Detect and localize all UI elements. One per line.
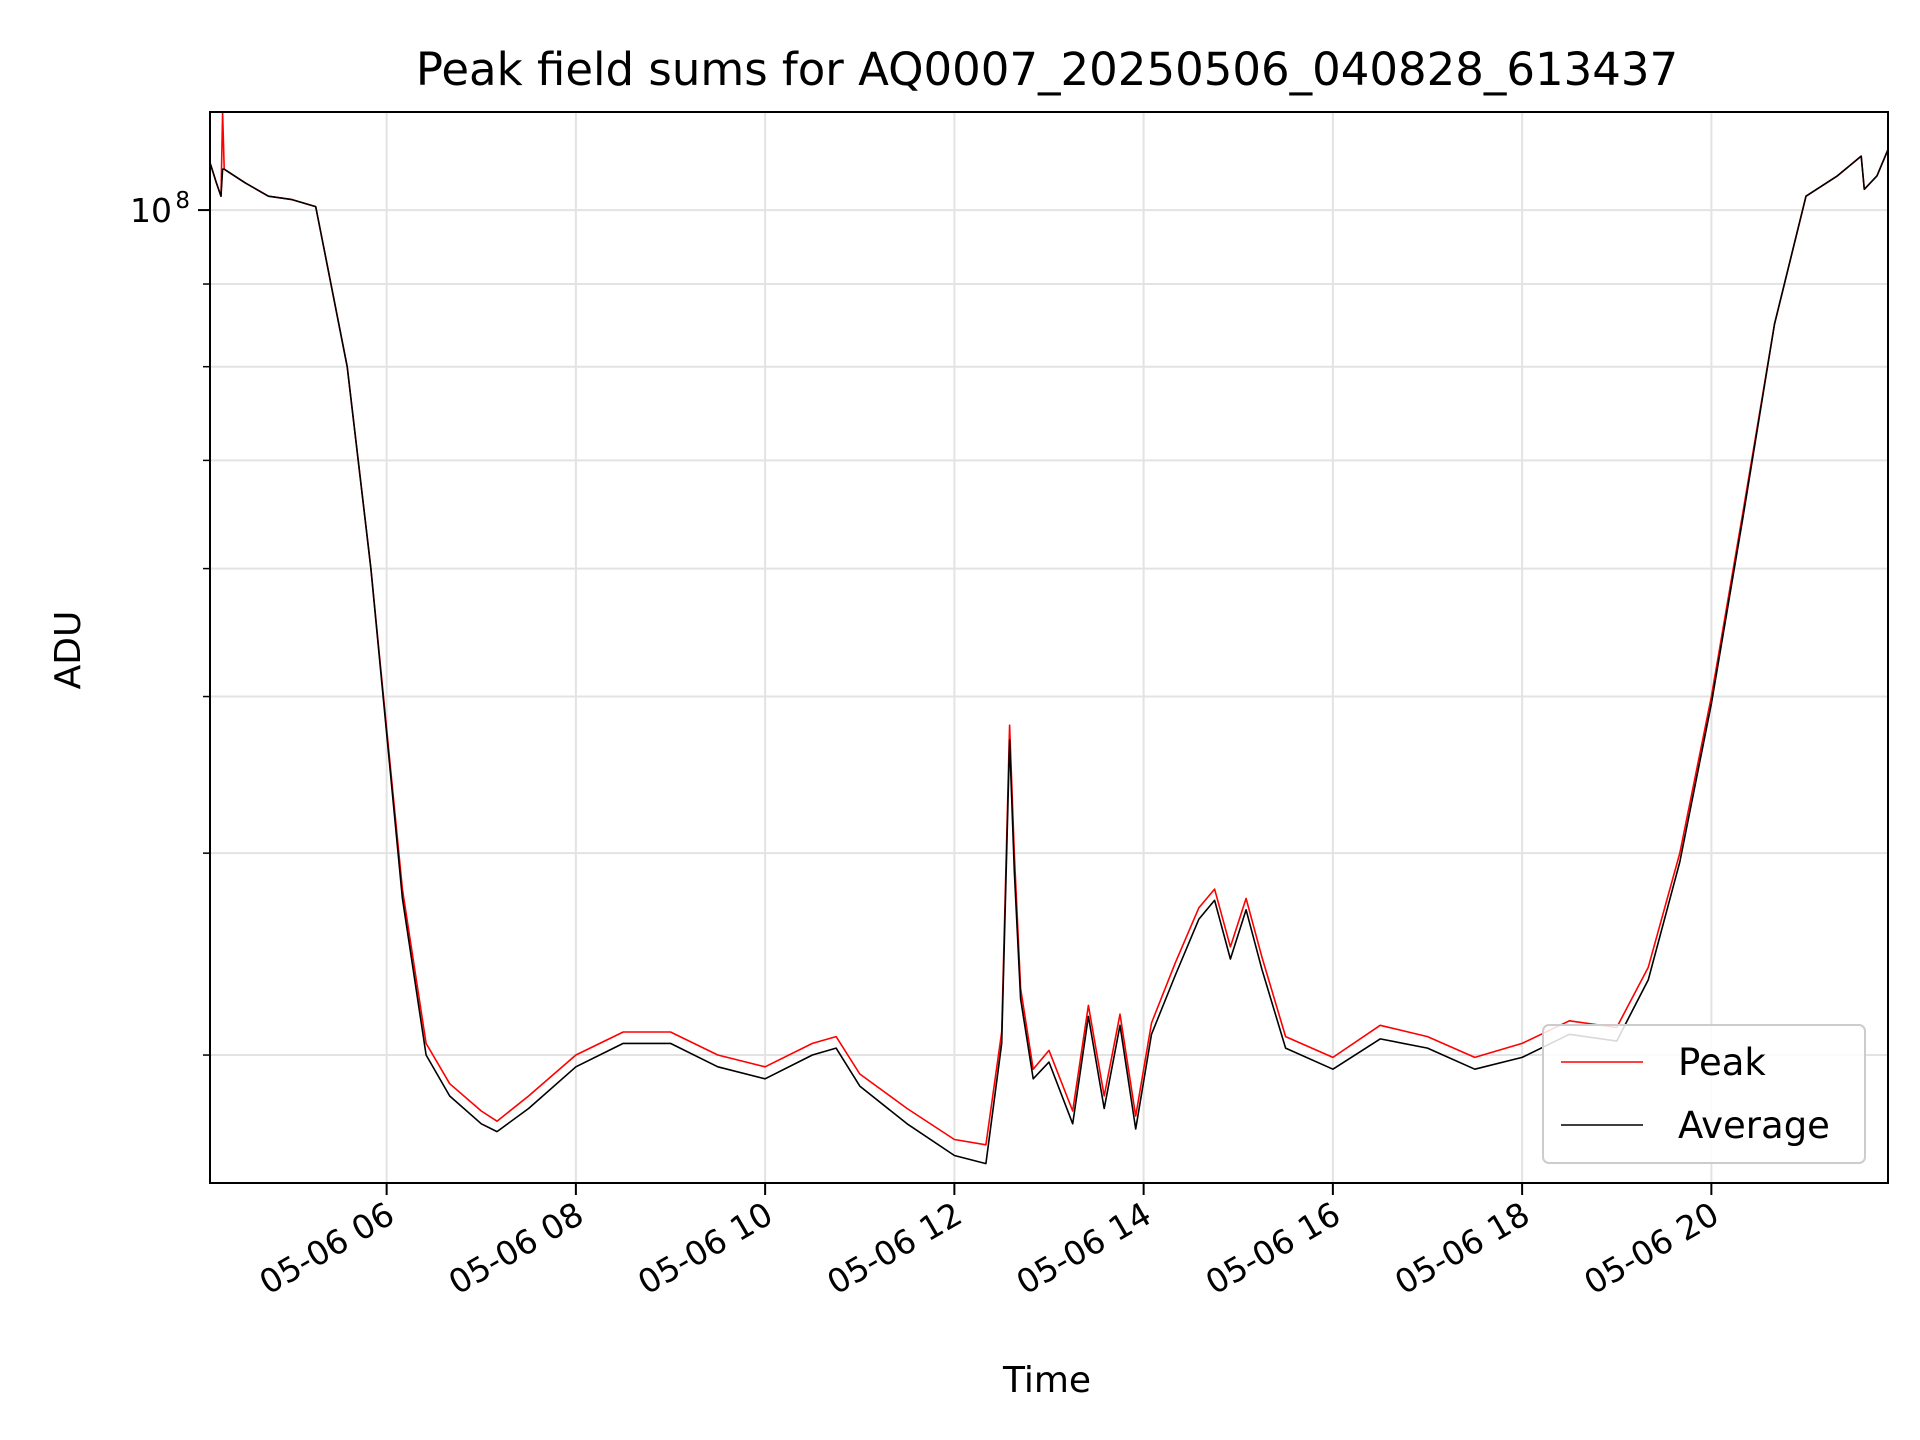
y-tick-label-base: 10 bbox=[130, 191, 172, 230]
axes-frame bbox=[209, 111, 1889, 1184]
x-axis-label: Time bbox=[1002, 1360, 1091, 1401]
legend-box bbox=[1542, 1024, 1866, 1164]
legend-label-average: Average bbox=[1678, 1104, 1830, 1147]
legend: Peak Average bbox=[1542, 1024, 1866, 1164]
chart-title: Peak field sums for AQ0007_20250506_0408… bbox=[416, 43, 1678, 96]
grid bbox=[210, 112, 1888, 1183]
y-axis: 10 8 bbox=[130, 188, 210, 1056]
y-axis-label: ADU bbox=[48, 611, 89, 690]
legend-label-peak: Peak bbox=[1678, 1041, 1766, 1084]
y-tick-label: 10 bbox=[130, 191, 172, 230]
y-tick-label-exponent: 8 bbox=[175, 188, 190, 214]
